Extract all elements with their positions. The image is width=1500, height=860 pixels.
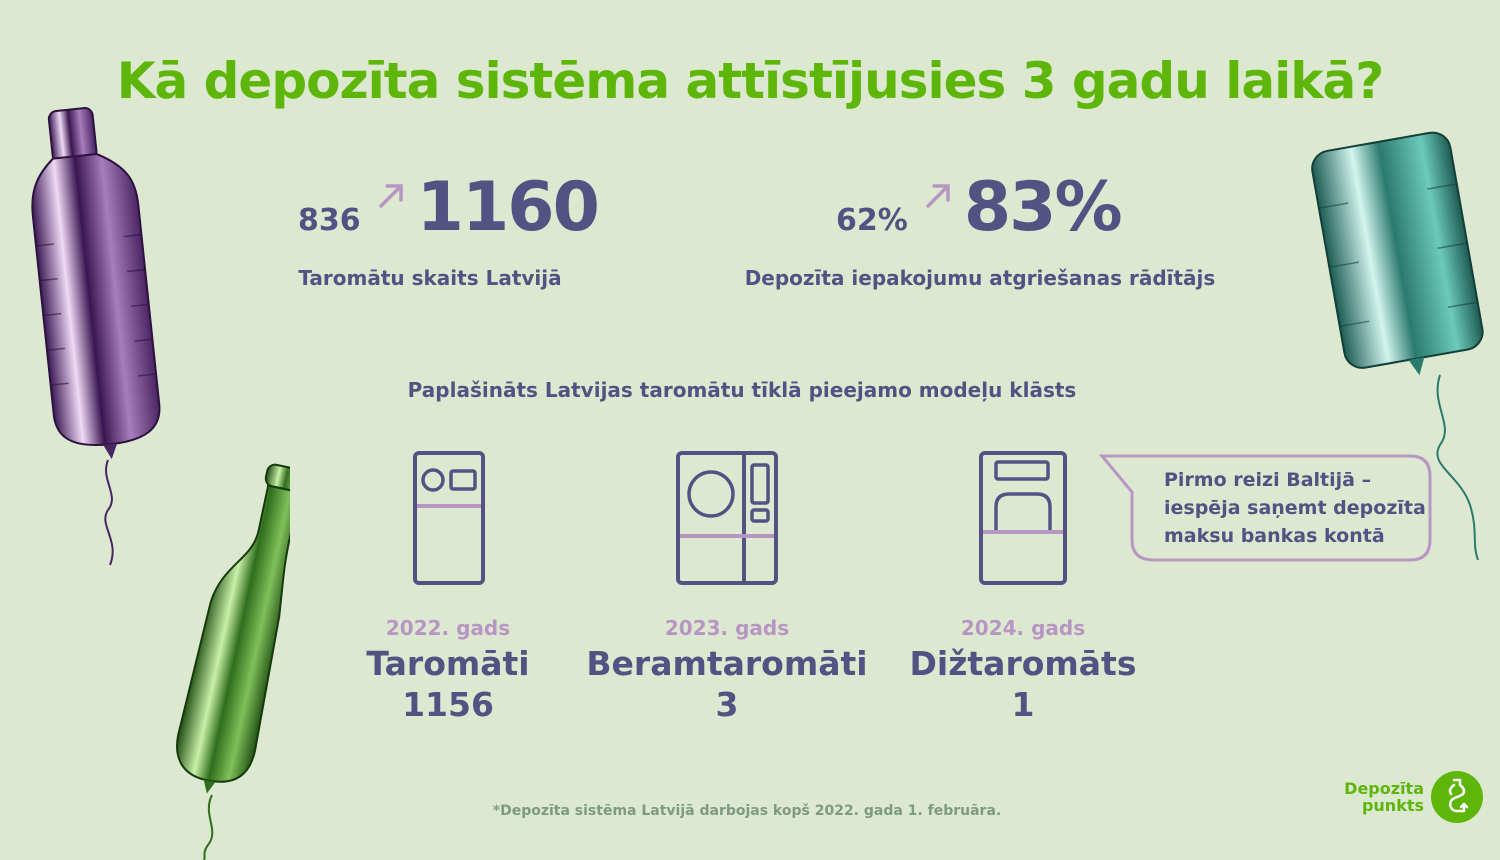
purple-bottle-balloon-icon bbox=[31, 107, 161, 566]
model-count: 1156 bbox=[402, 685, 494, 724]
callout-text: Pirmo reizi Baltijā – iespēja saņemt dep… bbox=[1164, 466, 1434, 550]
model-2024: 2024. gads Dižtaromāts 1 bbox=[890, 616, 1156, 724]
callout-line-1: Pirmo reizi Baltijā – bbox=[1164, 469, 1372, 491]
stat-return-rate-label: Depozīta iepakojumu atgriešanas rādītājs bbox=[744, 266, 1216, 290]
stat-machines-label: Taromātu skaits Latvijā bbox=[298, 266, 562, 290]
large-vending-machine-icon bbox=[979, 451, 1067, 585]
callout-line-3: maksu bankas kontā bbox=[1164, 525, 1385, 547]
model-2022: 2022. gads Taromāti 1156 bbox=[330, 616, 566, 724]
footnote: *Depozīta sistēma Latvijā darbojas kopš … bbox=[492, 803, 1002, 819]
stat-machines: 836 1160 bbox=[298, 168, 600, 247]
stat-return-rate-previous: 62% bbox=[836, 203, 908, 238]
model-count: 3 bbox=[715, 685, 739, 724]
stat-return-rate-current: 83% bbox=[963, 168, 1123, 247]
page-title: Kā depozīta sistēma attīstījusies 3 gadu… bbox=[116, 52, 1384, 110]
models-heading: Paplašināts Latvijas taromātu tīklā piee… bbox=[407, 378, 1077, 402]
depozita-punkts-logo-icon bbox=[1431, 771, 1483, 823]
model-count: 1 bbox=[1011, 685, 1035, 724]
model-name: Beramtaromāti bbox=[586, 644, 868, 683]
logo-line-1: Depozīta bbox=[1344, 779, 1424, 798]
model-name: Taromāti bbox=[366, 644, 530, 683]
logo-text: Depozīta punkts bbox=[1330, 780, 1424, 814]
reverse-vending-machine-icon bbox=[413, 451, 485, 585]
logo-line-2: punkts bbox=[1361, 796, 1424, 815]
stat-return-rate: 62% 83% bbox=[836, 168, 1123, 247]
model-2023: 2023. gads Beramtaromāti 3 bbox=[576, 616, 878, 724]
model-year: 2023. gads bbox=[664, 616, 790, 640]
callout-line-2: iespēja saņemt depozīta bbox=[1164, 497, 1426, 519]
model-name: Dižtaromāts bbox=[909, 644, 1137, 683]
stat-machines-current: 1160 bbox=[416, 168, 600, 247]
stat-machines-previous: 836 bbox=[298, 203, 361, 238]
callout-bubble bbox=[1098, 454, 1432, 562]
model-year: 2022. gads bbox=[385, 616, 511, 640]
teal-can-balloon-icon bbox=[1311, 131, 1484, 561]
arrow-up-right-icon bbox=[926, 184, 950, 208]
bulk-vending-machine-icon bbox=[676, 451, 778, 585]
model-year: 2024. gads bbox=[960, 616, 1086, 640]
green-bottle-balloon-icon bbox=[176, 463, 290, 860]
arrow-up-right-icon bbox=[378, 184, 403, 208]
